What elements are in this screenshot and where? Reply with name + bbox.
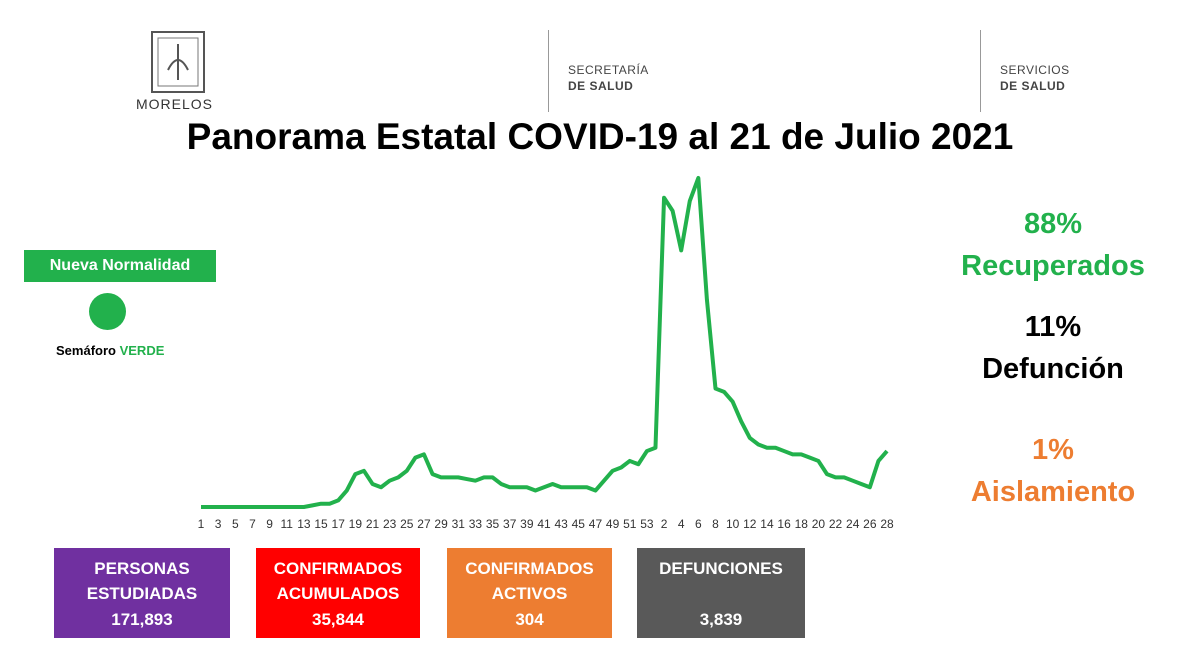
x-tick-label: 10 — [726, 517, 740, 531]
x-tick-label: 33 — [469, 517, 483, 531]
x-tick-label: 25 — [400, 517, 414, 531]
stat-label: Aislamiento — [970, 476, 1136, 508]
logo — [151, 31, 205, 93]
line — [201, 176, 889, 509]
x-tick-label: 4 — [678, 517, 685, 531]
secretaria: SECRETARÍA DE SALUD — [568, 63, 649, 93]
stat-value: 11% — [1024, 311, 1082, 343]
divider — [980, 30, 981, 112]
divider — [548, 30, 549, 112]
x-tick-label: 39 — [520, 517, 534, 531]
x-tick-label: 2 — [661, 517, 668, 531]
x-tick-label: 18 — [795, 517, 809, 531]
x-tick-label: 6 — [695, 517, 702, 531]
x-tick-label: 41 — [537, 517, 551, 531]
x-tick-label: 45 — [572, 517, 586, 531]
logo-name: MORELOS — [136, 96, 214, 112]
title: Panorama Estatal COVID-19 al 21 de Julio… — [186, 116, 1014, 157]
stat-value: 1% — [1032, 434, 1074, 466]
card: DEFUNCIONES 3,839 — [637, 548, 805, 638]
x-tick-label: 28 — [880, 517, 894, 531]
x-tick-label: 29 — [434, 517, 448, 531]
chart: 1 3 5 7 9 11 13 15 17 19 21 23 25 27 29 31 33 35 37 39 41 43 4… — [198, 176, 894, 531]
x-tick-label: 13 — [297, 517, 311, 531]
x-tick-label: 16 — [777, 517, 791, 531]
stat-label: Recuperados — [961, 250, 1145, 282]
stat-label: Defunción — [982, 353, 1124, 385]
x-tick-label: 51 — [623, 517, 637, 531]
x-tick-label: 31 — [452, 517, 466, 531]
x-tick-label: 43 — [554, 517, 568, 531]
x-tick-label: 47 — [589, 517, 603, 531]
semaforo-dot — [89, 293, 126, 330]
x-tick-label: 37 — [503, 517, 517, 531]
x-tick-label: 26 — [863, 517, 877, 531]
badge: Nueva Normalidad — [24, 250, 216, 282]
x-tick-label: 53 — [640, 517, 654, 531]
semaforo: Semáforo VERDE — [56, 343, 165, 358]
stat-value: 88% — [1023, 208, 1083, 240]
x-tick-label: 9 — [266, 517, 273, 531]
x-tick-label: 35 — [486, 517, 500, 531]
servicios: SERVICIOS DE SALUD — [1000, 63, 1070, 93]
x-tick-label: 19 — [349, 517, 363, 531]
x-tick-label: 7 — [249, 517, 256, 531]
x-tick-label: 22 — [829, 517, 843, 531]
x-tick-label: 8 — [712, 517, 719, 531]
x-tick-label: 5 — [232, 517, 239, 531]
x-tick-label: 20 — [812, 517, 826, 531]
card: CONFIRMADOS ACUMULADOS 35,844 — [256, 548, 420, 638]
x-tick-label: 23 — [383, 517, 397, 531]
x-tick-label: 24 — [846, 517, 860, 531]
card: CONFIRMADOS ACTIVOS 304 — [447, 548, 612, 638]
x-tick-label: 49 — [606, 517, 620, 531]
x-tick-label: 17 — [332, 517, 346, 531]
x-tick-label: 11 — [281, 517, 294, 531]
x-tick-label: 3 — [215, 517, 222, 531]
x-tick-label: 27 — [417, 517, 431, 531]
card: PERSONAS ESTUDIADAS 171,893 — [54, 548, 230, 638]
x-tick-label: 12 — [743, 517, 757, 531]
x-tick-label: 14 — [760, 517, 774, 531]
x-tick-label: 21 — [366, 517, 380, 531]
x-tick-label: 1 — [198, 517, 205, 531]
x-tick-label: 15 — [314, 517, 328, 531]
